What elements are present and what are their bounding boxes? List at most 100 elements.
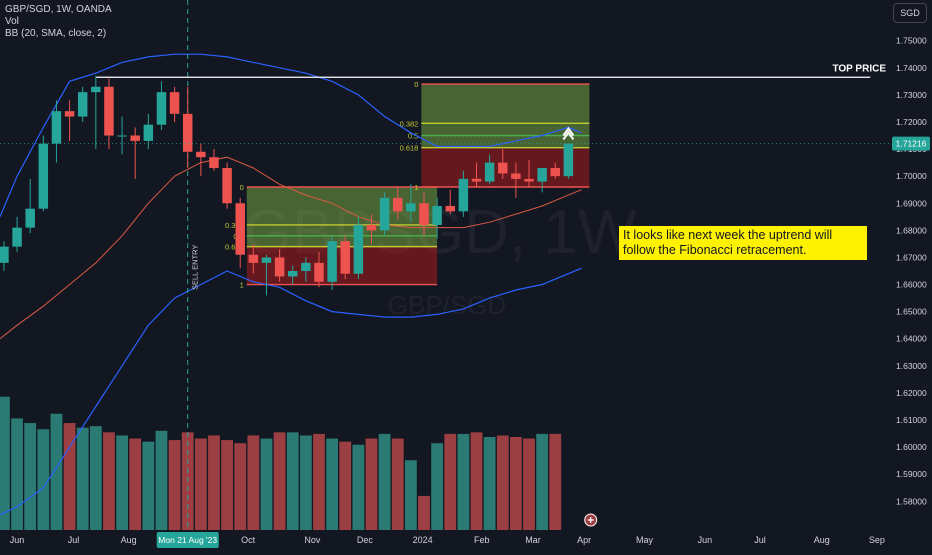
- candle[interactable]: [340, 235, 350, 280]
- candle[interactable]: [379, 192, 390, 236]
- candle-body: [537, 168, 547, 182]
- candle-body: [288, 271, 298, 277]
- volume-bar: [103, 432, 115, 530]
- candle-body: [366, 224, 377, 231]
- x-tick-label: Aug: [814, 535, 830, 545]
- volume-bar: [273, 432, 286, 530]
- candle[interactable]: [366, 214, 377, 244]
- x-tick-label: Oct: [241, 535, 256, 545]
- fib-upper-zone: [246, 187, 438, 247]
- y-tick-label: 1.74000: [896, 63, 927, 73]
- y-tick-label: 1.66000: [896, 280, 927, 290]
- candle-body: [235, 203, 245, 255]
- volume-bar: [116, 435, 128, 530]
- x-tick-label: 2024: [413, 535, 433, 545]
- volume-bar: [234, 443, 247, 530]
- candle-body: [182, 113, 193, 152]
- candle-body: [550, 168, 560, 177]
- candle[interactable]: [314, 252, 324, 288]
- candle-body: [261, 257, 272, 263]
- volume-bar: [509, 437, 522, 530]
- candle[interactable]: [182, 86, 193, 169]
- candle[interactable]: [25, 178, 35, 234]
- x-tick-label: Aug: [121, 535, 137, 545]
- candle[interactable]: [301, 257, 311, 282]
- candle-body: [458, 178, 469, 212]
- candle[interactable]: [143, 113, 154, 150]
- candle[interactable]: [222, 162, 232, 209]
- candle[interactable]: [445, 189, 455, 215]
- candle[interactable]: [524, 159, 534, 187]
- candle[interactable]: [104, 78, 114, 150]
- currency-button[interactable]: SGD: [893, 3, 927, 23]
- volume-indicator-label[interactable]: Vol: [5, 16, 19, 27]
- candle[interactable]: [156, 81, 167, 131]
- candle[interactable]: [327, 235, 337, 290]
- candle-body: [484, 162, 495, 182]
- jump-to-realtime-icon[interactable]: [584, 513, 598, 527]
- y-tick-label: 1.67000: [896, 252, 927, 262]
- candle[interactable]: [563, 143, 574, 179]
- candle[interactable]: [169, 86, 180, 122]
- candle[interactable]: [498, 149, 508, 179]
- candle[interactable]: [393, 187, 403, 220]
- x-tick-label: Nov: [304, 535, 321, 545]
- candle[interactable]: [458, 170, 469, 217]
- candle[interactable]: [38, 135, 49, 212]
- candle[interactable]: [12, 216, 22, 253]
- candle[interactable]: [471, 162, 482, 187]
- candle-body: [432, 205, 442, 225]
- candle[interactable]: [511, 162, 521, 198]
- candle[interactable]: [537, 168, 547, 193]
- volume-bar: [378, 433, 391, 530]
- volume-bar: [523, 438, 535, 530]
- x-tick-label: Jul: [68, 535, 80, 545]
- volume-bar: [352, 444, 365, 530]
- candle-body: [156, 92, 167, 125]
- y-tick-label: 1.75000: [896, 36, 927, 46]
- fib-level-label: 1: [414, 183, 418, 192]
- candle[interactable]: [432, 197, 442, 239]
- candle[interactable]: [550, 162, 560, 179]
- candle-body: [143, 124, 154, 141]
- candle[interactable]: [274, 249, 285, 282]
- chart-legend: GBP/SGD, 1W, OANDA Vol BB (20, SMA, clos…: [5, 4, 112, 40]
- candle[interactable]: [353, 216, 364, 280]
- candle[interactable]: [130, 127, 140, 179]
- fib-level-label: 0.618: [400, 144, 419, 153]
- crosshair-date-badge: [156, 532, 219, 548]
- candle[interactable]: [0, 241, 9, 271]
- y-tick-label: 1.64000: [896, 334, 927, 344]
- candle[interactable]: [196, 143, 206, 177]
- bollinger-indicator-label[interactable]: BB (20, SMA, close, 2): [5, 28, 107, 39]
- candle[interactable]: [77, 86, 88, 122]
- y-tick-label: 1.62000: [896, 388, 927, 398]
- y-tick-label: 1.58000: [896, 496, 927, 506]
- volume-bar: [24, 423, 37, 530]
- candle[interactable]: [235, 197, 245, 269]
- bollinger-lower-line: [0, 267, 582, 516]
- candle-body: [0, 246, 9, 263]
- candle[interactable]: [288, 265, 298, 285]
- candle[interactable]: [484, 154, 495, 185]
- candle-body: [524, 178, 534, 182]
- candle[interactable]: [419, 192, 429, 236]
- candle[interactable]: [64, 100, 75, 141]
- symbol-title[interactable]: GBP/SGD, 1W, OANDA: [5, 4, 112, 15]
- candle-body: [563, 143, 574, 177]
- candle-body: [511, 173, 521, 179]
- candle[interactable]: [117, 116, 127, 155]
- candle-body: [25, 208, 35, 228]
- candle[interactable]: [91, 75, 101, 150]
- volume-bar: [339, 441, 352, 530]
- volume-bar: [496, 435, 509, 530]
- candle[interactable]: [406, 184, 416, 223]
- candle[interactable]: [209, 149, 219, 171]
- candle[interactable]: [248, 243, 259, 274]
- crosshair-date-label: Mon 21 Aug '23: [158, 535, 217, 545]
- candle[interactable]: [51, 100, 62, 163]
- candle[interactable]: [261, 254, 272, 296]
- candle-body: [445, 205, 455, 212]
